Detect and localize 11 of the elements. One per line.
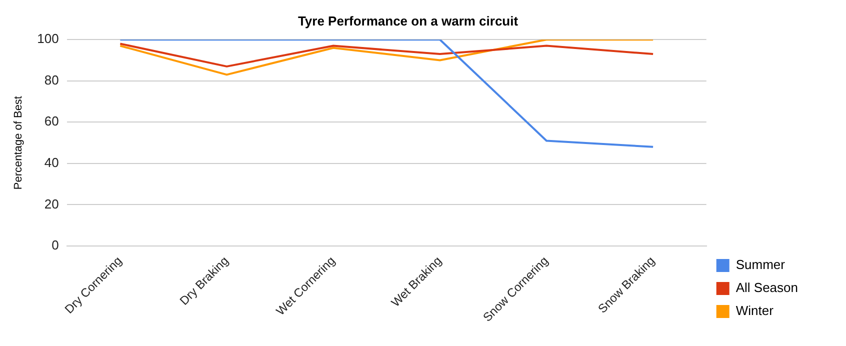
y-axis-title: Percentage of Best <box>12 96 25 190</box>
legend-label: All Season <box>736 280 798 296</box>
chart-title: Tyre Performance on a warm circuit <box>298 13 519 28</box>
y-tick-label: 0 <box>52 238 59 253</box>
y-tick-label: 20 <box>44 196 59 212</box>
legend-label: Winter <box>736 303 774 318</box>
y-tick-label: 60 <box>44 114 59 129</box>
y-tick-label: 40 <box>44 155 59 170</box>
y-tick-label: 80 <box>44 72 59 88</box>
legend-label: Summer <box>736 257 786 272</box>
y-tick-label: 100 <box>37 31 59 46</box>
